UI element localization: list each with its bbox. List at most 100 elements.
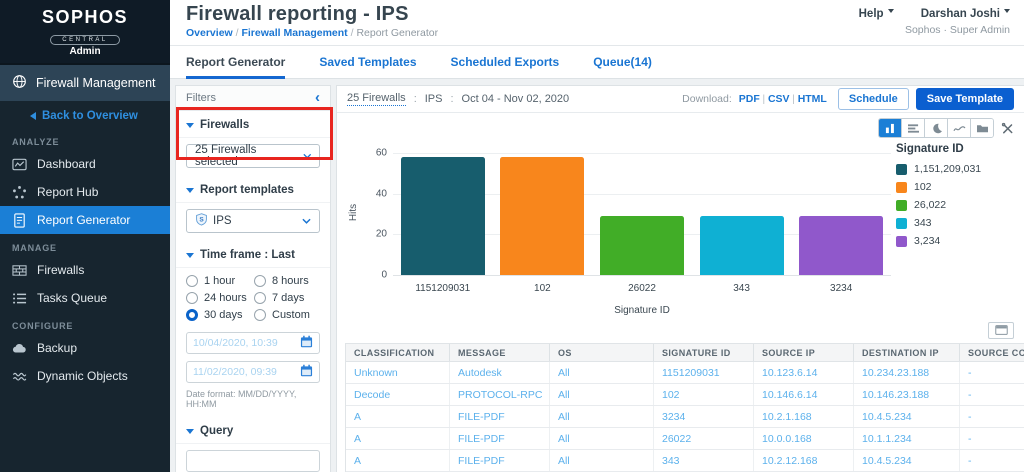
sidebar-item-tasks-queue[interactable]: Tasks Queue [0,284,170,312]
table-cell[interactable]: - [960,428,1024,449]
table-cell[interactable]: All [550,428,654,449]
radio-8-hours[interactable]: 8 hours [254,275,320,287]
table-cell[interactable]: 10.4.5.234 [854,406,960,427]
radio-30-days[interactable]: 30 days [186,309,252,321]
report-hub-icon [12,185,27,200]
download-html-link[interactable]: HTML [797,93,827,105]
table-cell[interactable]: 10.4.5.234 [854,450,960,471]
column-header-message[interactable]: MESSAGE [450,344,550,361]
radio-custom[interactable]: Custom [254,309,320,321]
breadcrumb-firewall-management[interactable]: Firewall Management [241,27,348,39]
sidebar-item-report-hub[interactable]: Report Hub [0,178,170,206]
table-cell[interactable]: FILE-PDF [450,450,550,471]
breadcrumb: Overview / Firewall Management / Report … [186,27,439,39]
report-templates-section-header[interactable]: Report templates [176,176,330,203]
end-date-input[interactable]: 11/02/2020, 09:39 [186,361,320,383]
bar-26022[interactable] [600,216,684,275]
table-cell[interactable]: A [346,450,450,471]
table-cell[interactable]: FILE-PDF [450,428,550,449]
table-cell[interactable]: 102 [654,384,754,405]
table-row: A FILE-PDF All 343 10.2.12.168 10.4.5.234- [346,450,1024,472]
download-csv-link[interactable]: CSV [767,93,790,105]
line-chart-icon[interactable] [948,119,971,137]
table-cell[interactable]: 1151209031 [654,362,754,383]
nav-section-manage: MANAGE [12,243,57,253]
tab-queue-14[interactable]: Queue(14) [593,55,652,69]
tab-report-generator[interactable]: Report Generator [186,46,286,79]
tab-scheduled-exports[interactable]: Scheduled Exports [450,55,560,69]
table-cell[interactable]: - [960,384,1024,405]
sidebar-item-firewalls[interactable]: Firewalls [0,256,170,284]
area-chart-icon[interactable] [971,119,993,137]
sidebar-item-dashboard[interactable]: Dashboard [0,150,170,178]
sidebar-item-backup[interactable]: Backup [0,334,170,362]
radio-1-hour[interactable]: 1 hour [186,275,252,287]
bar-1151209031[interactable] [400,157,485,275]
column-header-destination-ip[interactable]: DESTINATION IP [854,344,960,361]
table-cell[interactable]: FILE-PDF [450,406,550,427]
table-cell[interactable]: All [550,384,654,405]
table-cell[interactable]: All [550,450,654,471]
column-header-source-ip[interactable]: SOURCE IP [754,344,854,361]
table-cell[interactable]: 343 [654,450,754,471]
schedule-button[interactable]: Schedule [837,88,909,110]
table-cell[interactable]: All [550,362,654,383]
bar-3234[interactable] [799,216,884,275]
firewalls-select[interactable]: 25 Firewalls selected [186,144,320,168]
start-date-input[interactable]: 10/04/2020, 10:39 [186,332,320,354]
save-template-button[interactable]: Save Template [915,88,1014,110]
table-cell[interactable]: A [346,406,450,427]
table-cell[interactable]: All [550,406,654,427]
pie-chart-icon[interactable] [925,119,948,137]
table-cell[interactable]: 10.234.23.188 [854,362,960,383]
table-cell[interactable]: 10.123.6.14 [754,362,854,383]
sidebar-item-dynamic-objects[interactable]: Dynamic Objects [0,362,170,390]
sidebar-item-firewall-management[interactable]: Firewall Management [0,63,170,101]
time-frame-options: 1 hour 8 hours 24 hours 7 days 30 days Custom [176,268,330,325]
table-cell[interactable]: - [960,450,1024,471]
radio-24-hours[interactable]: 24 hours [186,292,252,304]
download-pdf-link[interactable]: PDF [738,93,760,105]
column-header-source-count[interactable]: SOURCE COUNT [960,344,1024,361]
query-input[interactable] [186,450,320,472]
hbar-chart-icon[interactable] [902,119,925,137]
bar-343[interactable] [699,216,784,275]
table-cell[interactable]: 3234 [654,406,754,427]
table-cell[interactable]: Decode [346,384,450,405]
table-cell[interactable]: 26022 [654,428,754,449]
radio-7-days[interactable]: 7 days [254,292,320,304]
firewalls-section-header[interactable]: Firewalls [176,111,330,138]
collapse-filters-icon[interactable]: ‹ [315,89,320,106]
time-frame-section-header[interactable]: Time frame : Last [176,241,330,268]
table-cell[interactable]: - [960,406,1024,427]
radio-icon [254,292,266,304]
user-menu[interactable]: Darshan Joshi [921,8,1010,20]
table-cell[interactable]: 10.146.6.14 [754,384,854,405]
table-cell[interactable]: 10.2.12.168 [754,450,854,471]
table-cell[interactable]: A [346,428,450,449]
expand-table-button[interactable] [988,322,1014,339]
tab-saved-templates[interactable]: Saved Templates [319,55,417,69]
table-cell[interactable]: Autodesk [450,362,550,383]
table-cell[interactable]: 10.2.1.168 [754,406,854,427]
help-menu[interactable]: Help [859,8,894,20]
sidebar-item-report-generator[interactable]: Report Generator [0,206,170,234]
back-to-overview-link[interactable]: Back to Overview [0,101,170,128]
table-cell[interactable]: - [960,362,1024,383]
report-template-select[interactable]: S IPS [186,209,320,233]
table-cell[interactable]: Unknown [346,362,450,383]
query-section-header[interactable]: Query [176,417,330,444]
customize-icon[interactable] [1001,122,1014,135]
bar-chart-icon[interactable] [879,119,902,137]
table-cell[interactable]: 10.0.0.168 [754,428,854,449]
table-cell[interactable]: 10.1.1.234 [854,428,960,449]
column-header-classification[interactable]: CLASSIFICATION [346,344,450,361]
firewalls-filter-section: Firewalls 25 Firewalls selected [176,111,330,176]
table-cell[interactable]: PROTOCOL-RPC [450,384,550,405]
bar-102[interactable] [500,157,585,275]
table-cell[interactable]: 10.146.23.188 [854,384,960,405]
column-header-signature-id[interactable]: SIGNATURE ID [654,344,754,361]
firewalls-summary-link[interactable]: 25 Firewalls [347,92,406,106]
breadcrumb-overview[interactable]: Overview [186,27,233,39]
column-header-os[interactable]: OS [550,344,654,361]
